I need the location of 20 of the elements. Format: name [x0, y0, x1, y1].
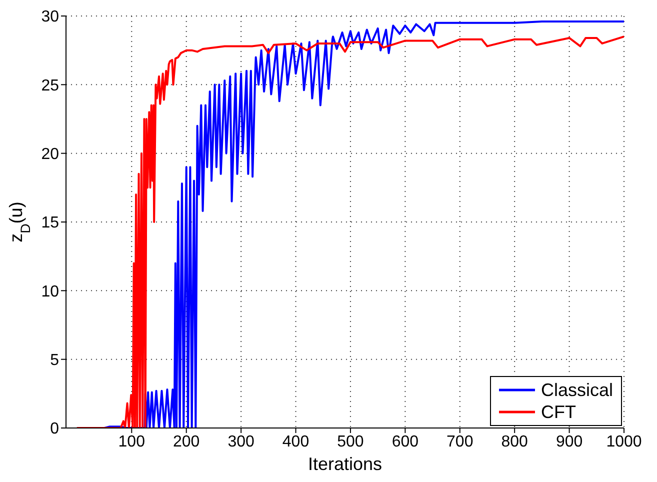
y-tick-label: 10 [41, 283, 60, 300]
x-tick-label: 500 [337, 433, 364, 450]
y-tick-label: 5 [50, 352, 60, 370]
y-tick-label: 0 [50, 420, 60, 438]
x-axis-title: Iterations [308, 454, 382, 474]
x-tick-label: 800 [501, 433, 528, 450]
x-tick-label: 300 [228, 433, 255, 450]
x-tick-label: 1000 [606, 433, 642, 450]
y-tick-label: 30 [41, 8, 60, 26]
x-tick-label: 700 [446, 433, 474, 450]
x-tick-label: 200 [173, 433, 200, 450]
y-tick-label: 15 [41, 214, 60, 232]
legend-label: CFT [540, 401, 576, 423]
x-tick-label: 900 [556, 433, 583, 450]
x-tick-label: 600 [392, 433, 419, 450]
y-tick-label: 20 [41, 146, 60, 164]
x-tick-label: 400 [282, 433, 310, 450]
x-tick-label: 100 [118, 433, 146, 450]
y-tick-label: 25 [41, 77, 60, 94]
legend-label: Classical [540, 379, 613, 401]
